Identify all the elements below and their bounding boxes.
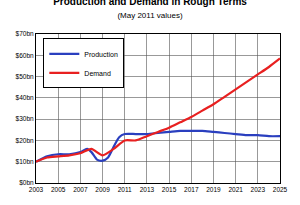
svg-text:2009: 2009 [95,186,110,193]
svg-text:2017: 2017 [184,186,199,193]
svg-text:Production and Demand in Rough: Production and Demand in Rough Terms(May… [53,0,247,20]
svg-text:2005: 2005 [51,186,66,193]
svg-text:Production: Production [84,51,118,58]
svg-text:$0bn: $0bn [19,179,34,186]
svg-text:$40bn: $40bn [16,94,34,101]
svg-text:$10bn: $10bn [16,158,34,165]
svg-text:2011: 2011 [118,186,132,193]
svg-text:$50bn: $50bn [16,73,34,80]
svg-text:$70bn: $70bn [16,30,34,37]
svg-text:2003: 2003 [29,186,44,193]
svg-text:$20bn: $20bn [16,137,34,144]
svg-text:2023: 2023 [251,186,266,193]
svg-text:$30bn: $30bn [16,115,34,122]
svg-text:2013: 2013 [140,186,155,193]
svg-text:2019: 2019 [206,186,221,193]
svg-text:Demand: Demand [84,70,111,77]
svg-text:2021: 2021 [228,186,243,193]
svg-text:2025: 2025 [273,186,288,193]
svg-text:$60bn: $60bn [16,52,34,59]
svg-text:2015: 2015 [162,186,177,193]
svg-text:2007: 2007 [73,186,88,193]
